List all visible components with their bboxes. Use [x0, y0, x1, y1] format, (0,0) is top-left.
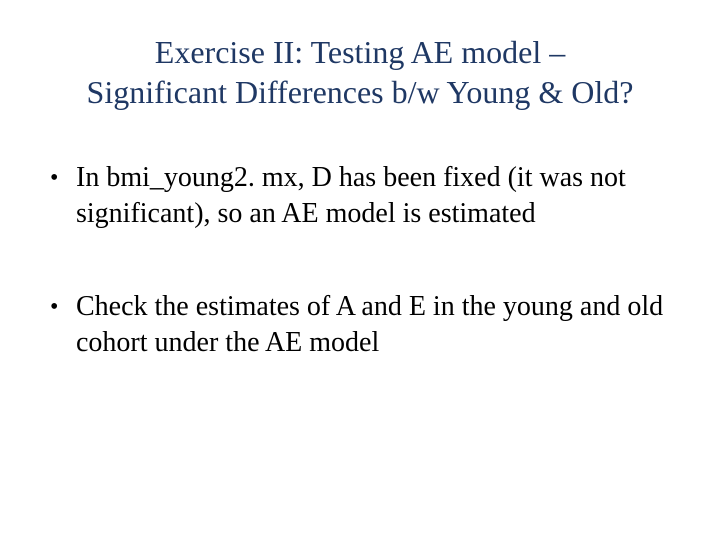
title-line-2: Significant Differences b/w Young & Old? — [87, 74, 634, 110]
bullet-text: In bmi_young2. mx, D has been fixed (it … — [76, 162, 626, 229]
list-item: In bmi_young2. mx, D has been fixed (it … — [48, 160, 672, 233]
bullet-text: Check the estimates of A and E in the yo… — [76, 291, 663, 358]
title-line-1: Exercise II: Testing AE model – — [155, 34, 565, 70]
slide-container: Exercise II: Testing AE model – Signific… — [0, 0, 720, 540]
list-item: Check the estimates of A and E in the yo… — [48, 289, 672, 362]
slide-title: Exercise II: Testing AE model – Signific… — [48, 32, 672, 112]
bullet-list: In bmi_young2. mx, D has been fixed (it … — [48, 160, 672, 362]
